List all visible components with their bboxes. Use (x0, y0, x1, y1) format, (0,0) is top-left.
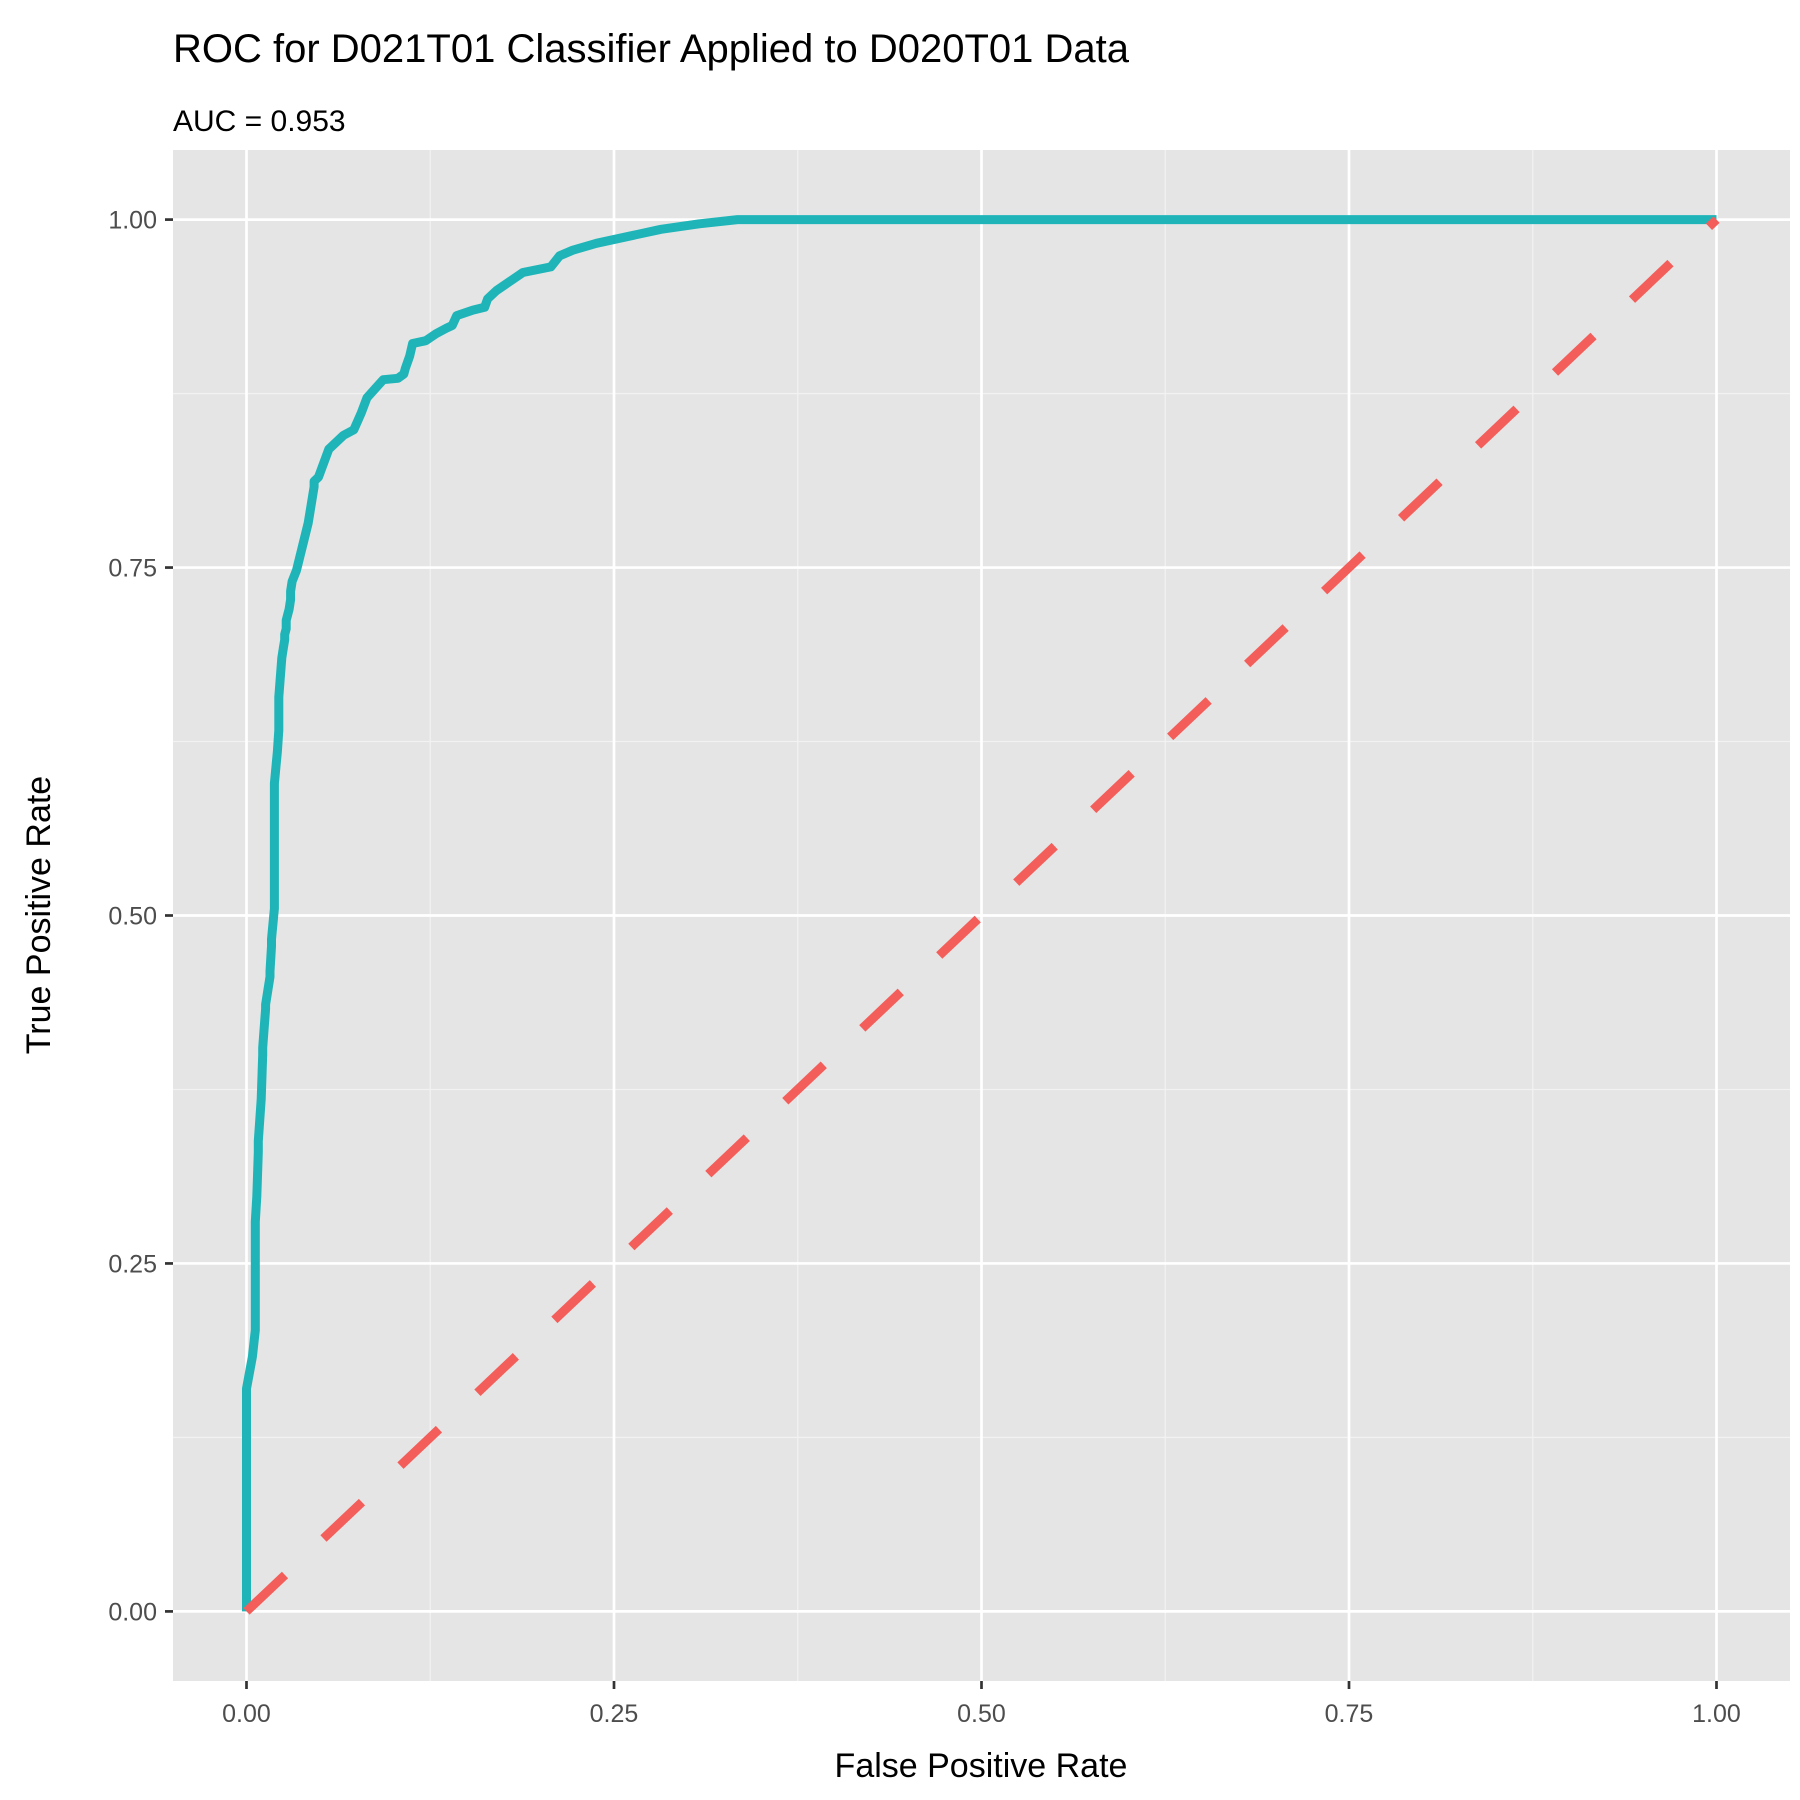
roc-curve-line (242, 215, 1717, 1612)
x-tick-label: 0.25 (590, 1700, 639, 1728)
y-tick-label: 1.00 (108, 207, 157, 235)
x-tick-label: 0.50 (957, 1700, 1006, 1728)
x-tick-label: 0.00 (222, 1700, 271, 1728)
y-axis-title: True Positive Rate (20, 776, 58, 1054)
axis-ticks (165, 218, 1718, 1689)
y-tick-label: 0.25 (108, 1250, 157, 1278)
chart-title: ROC for D021T01 Classifier Applied to D0… (173, 27, 1130, 71)
y-tick-label: 0.00 (108, 1598, 157, 1626)
chart-subtitle: AUC = 0.953 (173, 105, 346, 138)
x-tick-label: 0.75 (1325, 1700, 1374, 1728)
diagonal-reference-line (243, 216, 1720, 1615)
y-tick-labels: 0.00 0.25 0.50 0.75 1.00 (108, 207, 157, 1627)
major-gridlines (173, 150, 1790, 1681)
x-axis-title: False Positive Rate (835, 1747, 1128, 1785)
series-layer (242, 215, 1720, 1615)
y-tick-label: 0.75 (108, 555, 157, 583)
x-tick-labels: 0.00 0.25 0.50 0.75 1.00 (222, 1700, 1741, 1728)
x-tick-label: 1.00 (1692, 1700, 1741, 1728)
y-tick-label: 0.50 (108, 903, 157, 931)
